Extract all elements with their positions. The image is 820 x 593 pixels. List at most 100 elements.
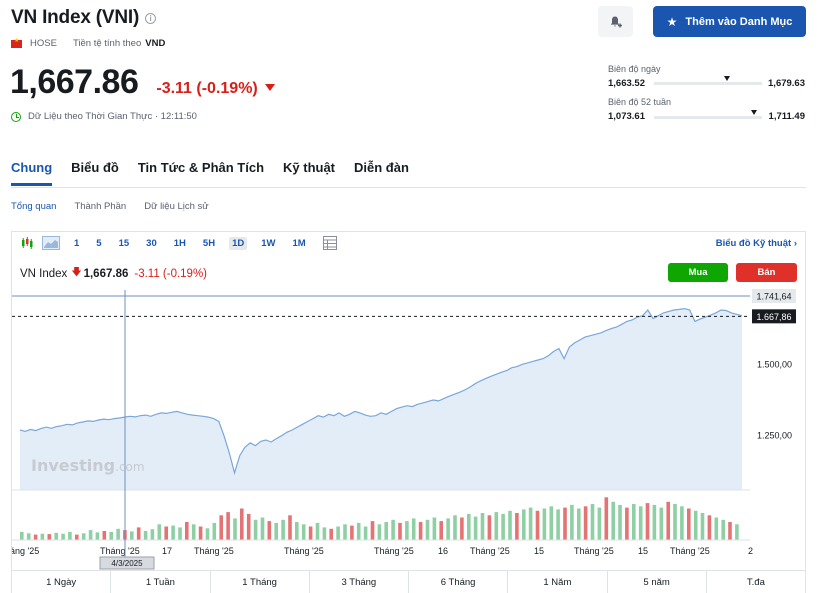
volume-bar — [356, 522, 361, 540]
period-1-month[interactable]: 1 Tháng — [211, 571, 310, 593]
volume-bar — [680, 506, 684, 541]
instrument-title: VN Index (VNI) — [11, 7, 140, 28]
timeframe-1d[interactable]: 1D — [229, 236, 248, 250]
area-chart-icon[interactable] — [42, 236, 60, 250]
timeframe-1m[interactable]: 1M — [292, 237, 306, 249]
tabs-divider — [11, 187, 806, 188]
chart-toolbar: 1 5 15 30 1H 5H 1D 1W 1M — [12, 232, 805, 254]
volume-bar — [391, 519, 395, 541]
volume-bar — [501, 513, 505, 540]
volume-bar — [735, 524, 739, 540]
volume-bar — [102, 531, 107, 540]
tab-chart[interactable]: Biểu đồ — [71, 160, 119, 175]
volume-bar — [143, 531, 148, 540]
volume-bar — [597, 507, 602, 540]
tab-forum[interactable]: Diễn đàn — [354, 160, 409, 175]
period-1-week[interactable]: 1 Tuần — [111, 571, 211, 593]
volume-bar — [240, 508, 244, 540]
star-icon: ★ — [666, 14, 678, 29]
volume-bar — [295, 522, 299, 540]
volume-bar — [522, 509, 526, 540]
x-axis-tick-label: Tháng '25 — [194, 546, 234, 556]
volume-bar — [301, 524, 306, 540]
volume-bar — [446, 518, 450, 540]
clock-icon — [11, 111, 21, 122]
legend-change: -3.11 (-0.19%) — [134, 267, 208, 280]
volume-bar — [267, 521, 272, 540]
last-price: 1,667.86 — [10, 63, 139, 101]
volume-bar — [707, 515, 712, 541]
sell-button[interactable]: Bán — [736, 263, 797, 282]
volume-bar — [20, 531, 24, 540]
candlestick-icon[interactable] — [20, 236, 34, 250]
timeframe-1h[interactable]: 1H — [173, 237, 186, 249]
volume-bar — [411, 518, 416, 540]
x-axis-tick-label: Tháng '25 — [284, 546, 324, 556]
x-axis-tick-label: 15 — [534, 546, 544, 556]
period-6-months[interactable]: 6 Tháng — [409, 571, 509, 593]
tab-technical[interactable]: Kỹ thuật — [283, 160, 336, 175]
subtab-overview[interactable]: Tổng quan — [11, 201, 57, 212]
tab-general[interactable]: Chung — [11, 160, 53, 186]
buy-button[interactable]: Mua — [668, 263, 728, 282]
volume-bar — [570, 504, 574, 540]
volume-bar — [164, 526, 168, 540]
period-1-year[interactable]: 1 Năm — [508, 571, 608, 593]
day-range-high: 1,679.63 — [768, 78, 805, 89]
volume-bar — [130, 531, 134, 540]
legend-down-arrow-icon: 🡇 — [71, 267, 82, 278]
volume-bar — [329, 528, 333, 541]
volume-bar — [191, 524, 196, 540]
volume-bar — [363, 526, 368, 540]
price-chart[interactable]: 1.741,64 1.667,86 1.500,00 1.250,00 áng '25 T… — [12, 232, 805, 570]
subtab-components[interactable]: Thành Phần — [74, 201, 127, 212]
timeframe-15[interactable]: 15 — [118, 237, 130, 249]
add-to-watchlist-button[interactable]: ★ Thêm vào Danh Mục — [653, 6, 806, 37]
realtime-status: Dữ Liệu theo Thời Gian Thực · 12:11:50 — [11, 111, 197, 122]
volume-bar — [625, 507, 629, 540]
price-marker-label: 1.741,64 — [756, 292, 791, 302]
period-5-years[interactable]: 5 năm — [608, 571, 707, 593]
tab-news-analysis[interactable]: Tin Tức & Phân Tích — [137, 160, 265, 175]
timeframe-30[interactable]: 30 — [146, 237, 157, 249]
volume-bar — [487, 515, 492, 541]
volume-bar — [480, 513, 485, 540]
volume-bar — [109, 531, 113, 540]
period-3-months[interactable]: 3 Tháng — [310, 571, 409, 593]
create-alert-button[interactable] — [598, 6, 633, 37]
volume-bar — [460, 517, 464, 540]
timeframe-5h[interactable]: 5H — [202, 237, 216, 249]
period-max[interactable]: T.đa — [746, 577, 765, 588]
down-arrow-icon — [264, 84, 275, 91]
week52-range-high: 1,711.49 — [768, 111, 805, 122]
volume-bar — [95, 532, 100, 541]
subtab-historical-data[interactable]: Dữ liệu Lịch sử — [144, 201, 209, 212]
volume-bar — [350, 525, 354, 540]
volume-bar — [246, 513, 251, 540]
timeframe-1w[interactable]: 1W — [261, 237, 276, 249]
technical-chart-link[interactable]: Biểu đồ Kỹ thuật › — [715, 238, 797, 249]
volume-bar — [632, 504, 636, 540]
volume-bar — [171, 525, 175, 540]
volume-bar — [61, 533, 65, 540]
volume-bar — [150, 529, 155, 540]
chart-legend: VN Index 🡇 1,667.86 -3.11 (-0.19%) — [20, 265, 207, 282]
period-selector: 1 Ngày 1 Tuần 1 Tháng 3 Tháng 6 Tháng 1 … — [12, 570, 805, 593]
day-range-label: Biên độ ngày — [608, 64, 661, 74]
info-icon[interactable]: i — [145, 12, 157, 24]
period-1-day[interactable]: 1 Ngày — [12, 571, 112, 593]
x-axis-tick-label: áng '25 — [12, 546, 39, 556]
timeframe-1[interactable]: 1 — [74, 237, 80, 249]
x-axis-tick-label: 15 — [638, 546, 648, 556]
price-row: 1,667.86 -3.11 (-0.19%) — [10, 63, 275, 102]
volume-bar — [370, 521, 375, 540]
volume-bar — [26, 533, 31, 541]
volume-bar — [673, 504, 677, 540]
table-icon[interactable] — [322, 236, 337, 250]
price-marker-badge — [752, 289, 796, 303]
technical-chart-link-label: Biểu đồ Kỹ thuật — [715, 238, 792, 249]
timeframe-5[interactable]: 5 — [96, 237, 102, 249]
volume-bar — [233, 518, 237, 540]
week52-range-label: Biên độ 52 tuần — [608, 97, 672, 107]
volume-bar — [157, 524, 162, 540]
